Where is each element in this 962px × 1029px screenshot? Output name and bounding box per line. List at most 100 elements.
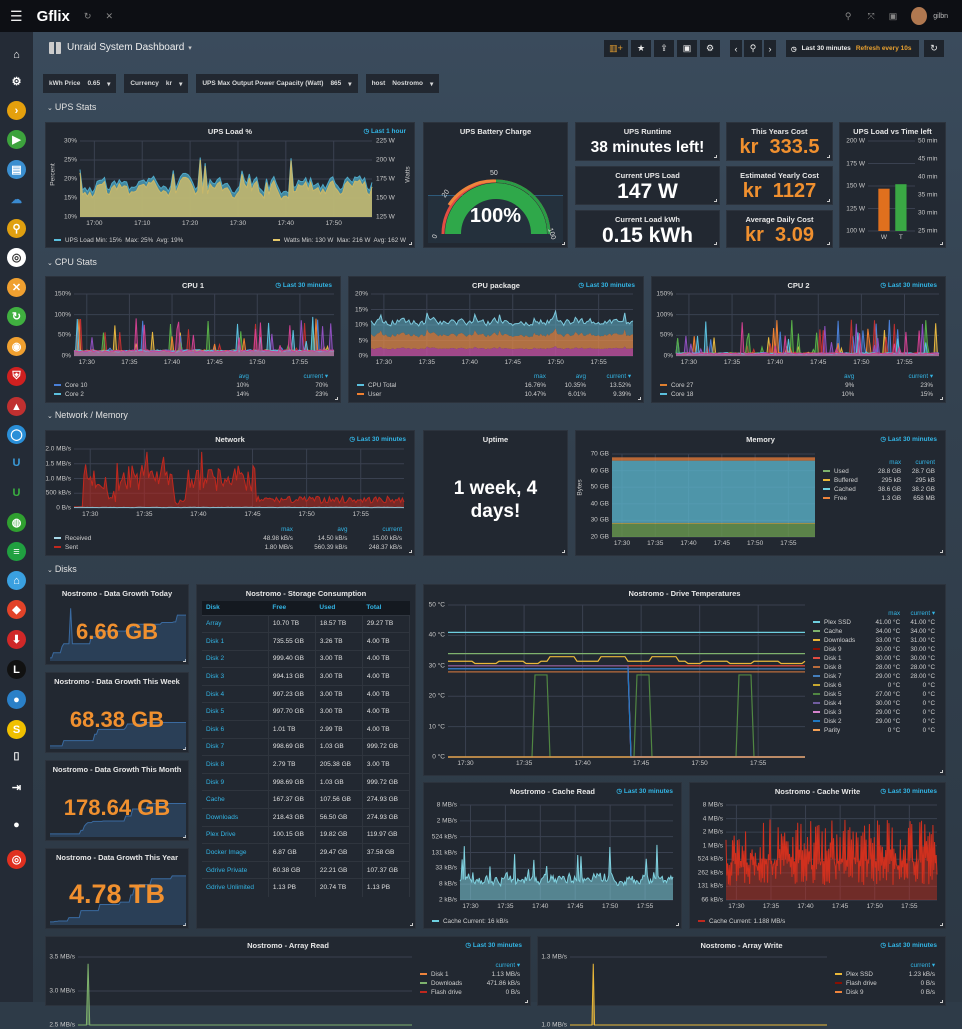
legend-column-header[interactable]: current ▾: [588, 372, 633, 381]
help-icon[interactable]: ◎: [7, 850, 26, 869]
resize-handle[interactable]: [827, 155, 830, 158]
refresh-button[interactable]: ↻: [924, 40, 944, 57]
variable-value[interactable]: Nostromo: [392, 80, 423, 87]
tv-mode-icon[interactable]: ▣: [889, 11, 898, 22]
bars-icon[interactable]: ≡: [7, 542, 26, 561]
variable-ups-capacity[interactable]: UPS Max Output Power Capacity (Watt)865▾: [196, 74, 357, 93]
radarr-icon[interactable]: ◉: [7, 337, 26, 356]
gitlab-icon[interactable]: ◆: [7, 600, 26, 619]
play-icon[interactable]: ▶: [7, 130, 26, 149]
plex-icon[interactable]: ›: [7, 101, 26, 120]
legend-column-header[interactable]: avg: [295, 525, 350, 534]
disc-icon[interactable]: ◍: [7, 513, 26, 532]
legend-column-header[interactable]: max: [869, 458, 903, 467]
search-icon[interactable]: ⚲: [7, 219, 26, 238]
legend-column-header[interactable]: current ▾: [856, 372, 935, 381]
resize-handle[interactable]: [827, 199, 830, 202]
legend-column-header[interactable]: max: [867, 609, 902, 618]
resize-handle[interactable]: [562, 550, 565, 553]
resize-handle[interactable]: [410, 923, 413, 926]
time-back-button[interactable]: ‹: [730, 40, 742, 57]
section-disks[interactable]: ⌄ Disks: [47, 564, 77, 574]
legend-column-header[interactable]: avg: [810, 372, 856, 381]
lazy-icon[interactable]: L: [7, 660, 26, 679]
close-icon[interactable]: ✕: [105, 11, 113, 22]
resize-handle[interactable]: [409, 550, 412, 553]
variable-value[interactable]: 0.65: [87, 80, 100, 87]
table-column-header[interactable]: Total: [362, 601, 409, 615]
table-column-header[interactable]: Disk: [202, 601, 268, 615]
resize-handle[interactable]: [335, 397, 338, 400]
resize-handle[interactable]: [638, 397, 641, 400]
dashboard-title-picker[interactable]: Unraid System Dashboard ▾: [67, 42, 192, 53]
legend-item[interactable]: Watts Min: 130 W Max: 216 W Avg: 162 W: [273, 237, 406, 244]
x-circle-icon[interactable]: ✕: [7, 278, 26, 297]
legend-column-header[interactable]: current: [349, 525, 404, 534]
legend-column-header[interactable]: current ▾: [251, 372, 330, 381]
resize-handle[interactable]: [940, 397, 943, 400]
time-range-picker[interactable]: ◷ Last 30 minutes Refresh every 10s: [786, 40, 919, 57]
legend-item[interactable]: Cache Current: 1.188 MB/s: [698, 918, 785, 925]
sonarr-icon[interactable]: ▲: [7, 397, 26, 416]
legend-column-header[interactable]: max: [508, 372, 548, 381]
section-ups-stats[interactable]: ⌄ UPS Stats: [47, 102, 96, 112]
legend-column-header[interactable]: current: [903, 458, 937, 467]
resize-handle[interactable]: [940, 550, 943, 553]
legend-column-header[interactable]: current ▾: [902, 609, 937, 618]
section-network-memory[interactable]: ⌄ Network / Memory: [47, 410, 128, 420]
legend-item[interactable]: UPS Load Min: 15% Max: 25% Avg: 19%: [54, 237, 183, 244]
app-title[interactable]: Gflix: [37, 8, 70, 25]
time-forward-button[interactable]: ›: [764, 40, 776, 57]
ring-icon[interactable]: ◯: [7, 425, 26, 444]
app-icon[interactable]: ▤: [7, 160, 26, 179]
legend-column-header[interactable]: avg: [205, 372, 251, 381]
resize-handle[interactable]: [940, 923, 943, 926]
